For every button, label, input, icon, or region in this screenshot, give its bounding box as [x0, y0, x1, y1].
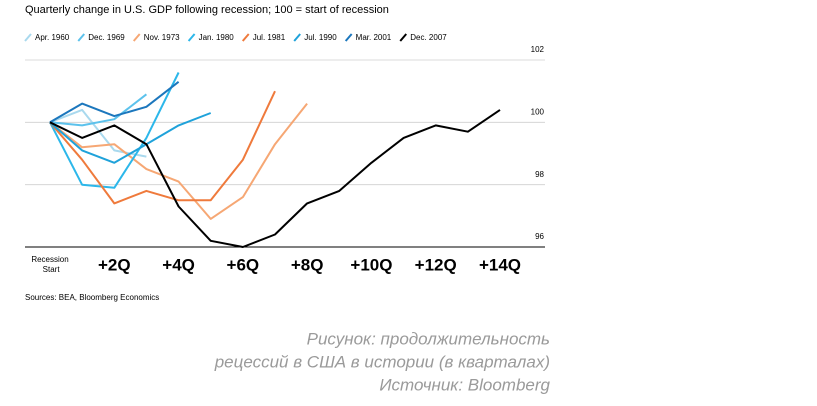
- series-line: [49, 90, 276, 205]
- legend-swatch: [187, 33, 196, 42]
- x-tick-label: +2Q: [98, 255, 131, 274]
- series-line: [49, 112, 212, 164]
- legend-swatch: [399, 33, 408, 42]
- x-tick-label: +6Q: [227, 255, 260, 274]
- legend-swatch: [241, 33, 250, 42]
- legend-label: Dec. 1969: [88, 33, 125, 42]
- x-tick-label: +4Q: [162, 255, 195, 274]
- legend-swatch: [344, 33, 353, 42]
- y-tick-label: 100: [531, 107, 545, 116]
- legend-label: Jul. 1990: [304, 33, 337, 42]
- source: Sources: BEA, Bloomberg Economics: [25, 293, 159, 302]
- x-tick-label: +8Q: [291, 255, 324, 274]
- series-line: [49, 93, 148, 127]
- x-tick-label: +14Q: [479, 255, 521, 274]
- caption-line: Рисунок: продолжительность: [307, 329, 550, 348]
- legend-label: Jan. 1980: [199, 33, 235, 42]
- legend-swatch: [132, 33, 141, 42]
- chart-title: Quarterly change in U.S. GDP following r…: [25, 4, 389, 16]
- legend-swatch: [293, 33, 301, 42]
- x-tick-label: +12Q: [415, 255, 457, 274]
- legend-swatch: [24, 33, 32, 42]
- y-tick-label: 102: [531, 45, 545, 54]
- legend-label: Dec. 2007: [410, 33, 447, 42]
- x-tick-label: Recession Start: [31, 255, 68, 274]
- caption-line: рецессий в США в истории (в кварталах): [214, 352, 550, 371]
- legend-label: Apr. 1960: [35, 33, 70, 42]
- legend-label: Jul. 1981: [253, 33, 286, 42]
- y-tick-label: 96: [535, 232, 544, 241]
- series-line: [49, 109, 501, 248]
- series-line: [49, 81, 180, 124]
- y-tick-label: 98: [535, 170, 544, 179]
- legend-label: Nov. 1973: [144, 33, 180, 42]
- legend-label: Mar. 2001: [356, 33, 392, 42]
- series-line: [49, 102, 308, 220]
- caption-line: Источник: Bloomberg: [379, 375, 550, 394]
- series-line: [49, 72, 180, 189]
- legend-swatch: [77, 33, 86, 42]
- x-tick-label: +10Q: [350, 255, 392, 274]
